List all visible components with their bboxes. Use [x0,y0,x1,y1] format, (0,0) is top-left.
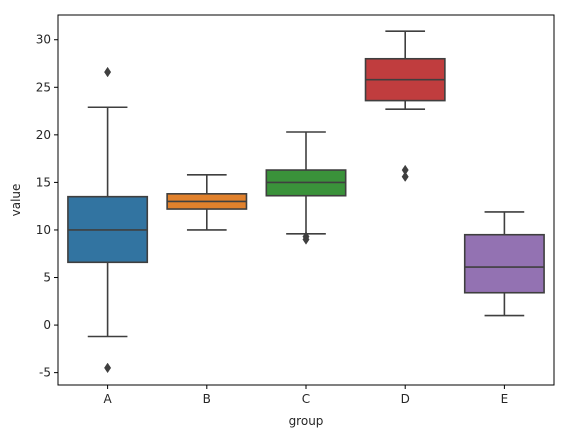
outlier-point [104,362,112,374]
outlier-point [401,171,409,182]
x-tick-label: D [401,392,410,406]
outlier-point [104,66,112,78]
y-tick-label: 10 [36,223,51,237]
y-axis: -5 0 5 10 15 20 25 30 [36,33,58,380]
x-axis-label: group [289,414,324,428]
x-tick-label: C [302,392,310,406]
box-group-a [67,66,149,374]
box-group-b [166,173,248,231]
box-group-d [364,30,446,182]
x-tick-label: B [203,392,211,406]
box-group-e [463,211,545,317]
y-tick-label: 15 [36,175,51,189]
y-tick-label: 30 [36,33,51,47]
y-axis-label: value [9,184,23,217]
x-tick-label: A [103,392,112,406]
y-tick-label: 0 [43,318,51,332]
y-tick-label: 5 [43,271,51,285]
outlier-point [302,234,310,245]
y-tick-label: 25 [36,80,51,94]
box-group-c [265,131,347,245]
y-tick-label: -5 [39,366,51,380]
x-axis: A B C D E [103,385,508,406]
iqr-box [463,233,545,294]
x-tick-label: E [501,392,509,406]
y-tick-label: 20 [36,128,51,142]
boxes-layer [67,30,545,374]
